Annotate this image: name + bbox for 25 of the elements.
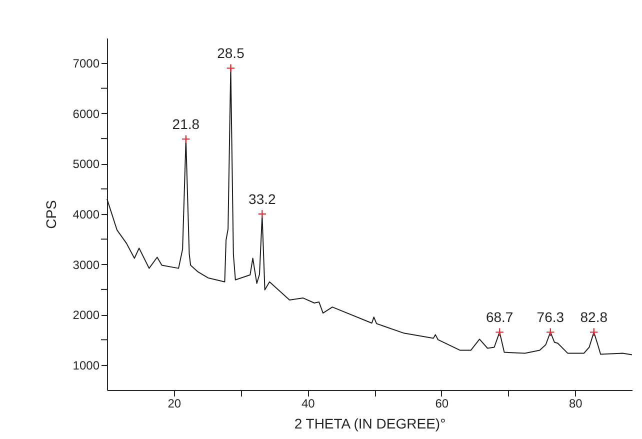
annotation: 76.3 (536, 309, 564, 326)
x-tick-label: 80 (568, 396, 583, 410)
x-axis-title: 2 THETA (IN DEGREE)° (294, 416, 446, 432)
y-tick-label: 5000 (72, 157, 100, 172)
annotation: 21.8 (172, 116, 200, 132)
point (589, 328, 598, 337)
point (258, 210, 267, 218)
point (226, 64, 236, 73)
x-tick-label: 40 (301, 396, 316, 410)
y-tick-label: 2000 (72, 308, 100, 322)
y-tick-label: 6000 (72, 106, 100, 121)
point (495, 328, 504, 337)
annotation: 82.8 (580, 309, 608, 326)
x-tick-label: 20 (168, 396, 182, 410)
point (546, 328, 555, 337)
y-tick-label: 7000 (72, 56, 100, 71)
annotation: 68.7 (486, 309, 514, 326)
y-tick-label: 3000 (72, 258, 100, 272)
y-axis-title: CPS (42, 200, 59, 229)
point (181, 134, 190, 144)
y-tick-label: 4000 (72, 208, 100, 222)
x-tick-label: 60 (435, 396, 449, 410)
annotation: 33.2 (248, 191, 276, 207)
y-tick-label: 1000 (72, 358, 100, 372)
annotation: 28.5 (217, 45, 245, 62)
